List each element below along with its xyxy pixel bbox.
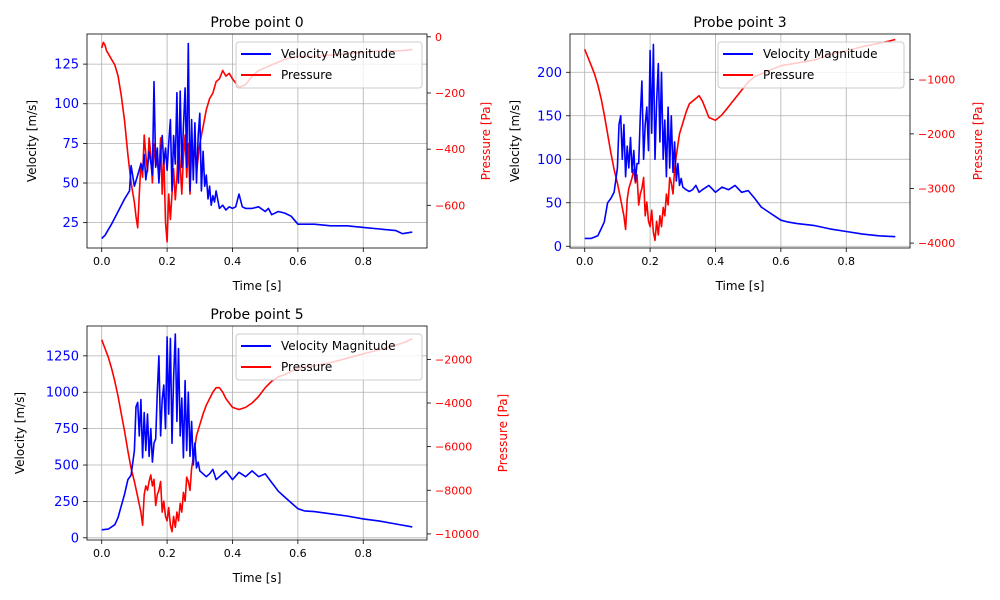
y-tick-label: 0 bbox=[554, 240, 562, 255]
y2-tick-label: −3000 bbox=[918, 182, 955, 195]
subplot-probe-point-0: 0.0 0.2 0.4 0.6 0.8 25 50 75 100 125 0 −200 −400 −6… bbox=[25, 15, 493, 293]
x-tick-label: 0.0 bbox=[93, 255, 111, 268]
y2-tick-label: −2000 bbox=[435, 353, 472, 366]
x-tick-label: 0.6 bbox=[772, 255, 790, 268]
y2-tick-label: −200 bbox=[435, 87, 465, 100]
y-axis-left: 25 50 75 100 125 bbox=[54, 58, 87, 231]
x-axis-label: Time [s] bbox=[232, 571, 282, 585]
x-tick-label: 0.8 bbox=[355, 255, 373, 268]
legend-label-pressure: Pressure bbox=[281, 360, 332, 374]
y-tick-label: 500 bbox=[54, 459, 79, 474]
plot-frame bbox=[86, 33, 428, 249]
y-tick-label: 75 bbox=[62, 137, 79, 152]
y2-tick-label: −8000 bbox=[435, 484, 472, 497]
x-axis-label: Time [s] bbox=[232, 279, 282, 293]
x-tick-label: 0.0 bbox=[576, 255, 594, 268]
series-layer bbox=[100, 333, 413, 533]
y2-axis-label: Pressure [Pa] bbox=[971, 102, 985, 180]
x-tick-label: 0.6 bbox=[289, 255, 307, 268]
y-axis-label: Velocity [m/s] bbox=[13, 392, 27, 474]
y-axis-label: Velocity [m/s] bbox=[25, 100, 39, 182]
y-axis-left: 0 250 500 750 1000 1250 bbox=[46, 349, 87, 546]
x-axis-label: Time [s] bbox=[715, 279, 765, 293]
y-axis-right: −1000 −2000 −3000 −4000 bbox=[910, 73, 955, 250]
y-tick-label: 0 bbox=[71, 531, 79, 546]
x-axis: 0.0 0.2 0.4 0.6 0.8 bbox=[93, 248, 372, 268]
x-tick-label: 0.2 bbox=[158, 547, 176, 560]
legend-label-pressure: Pressure bbox=[763, 68, 814, 82]
y-tick-label: 100 bbox=[54, 97, 79, 112]
y-axis-right: 0 −200 −400 −600 bbox=[427, 31, 465, 212]
y-tick-label: 250 bbox=[54, 495, 79, 510]
velocity-series-line bbox=[101, 42, 413, 240]
y2-tick-label: −400 bbox=[435, 143, 465, 156]
x-tick-label: 0.8 bbox=[838, 255, 856, 268]
legend-label-velocity: Velocity Magnitude bbox=[763, 47, 877, 61]
y2-tick-label: −4000 bbox=[435, 397, 472, 410]
legend-box bbox=[235, 41, 423, 89]
legend-box bbox=[717, 41, 905, 89]
chart-title: Probe point 3 bbox=[693, 15, 786, 31]
y-axis-label: Velocity [m/s] bbox=[508, 100, 522, 182]
legend: Velocity Magnitude Pressure bbox=[717, 41, 905, 89]
x-tick-label: 0.4 bbox=[707, 255, 725, 268]
chart-title: Probe point 5 bbox=[210, 307, 303, 323]
y-tick-label: 125 bbox=[54, 58, 79, 73]
legend-label-velocity: Velocity Magnitude bbox=[281, 47, 395, 61]
x-tick-label: 0.2 bbox=[158, 255, 176, 268]
y-tick-label: 25 bbox=[62, 216, 79, 231]
y-tick-label: 50 bbox=[545, 196, 562, 211]
y2-tick-label: −1000 bbox=[918, 73, 955, 86]
velocity-series-line bbox=[101, 333, 413, 531]
chart-title: Probe point 0 bbox=[210, 15, 303, 31]
plot-frame bbox=[86, 325, 428, 541]
y-axis-left: 0 50 100 150 200 bbox=[537, 66, 570, 255]
y-tick-label: 750 bbox=[54, 422, 79, 437]
y2-tick-label: −10000 bbox=[435, 528, 479, 541]
y-tick-label: 1000 bbox=[46, 386, 79, 401]
y2-tick-label: 0 bbox=[435, 31, 442, 44]
y-tick-label: 150 bbox=[537, 109, 562, 124]
velocity-series-line bbox=[584, 43, 896, 240]
x-tick-label: 0.8 bbox=[355, 547, 373, 560]
x-tick-label: 0.2 bbox=[641, 255, 659, 268]
y2-tick-label: −6000 bbox=[435, 441, 472, 454]
x-tick-label: 0.6 bbox=[289, 547, 307, 560]
y2-axis-label: Pressure [Pa] bbox=[496, 394, 510, 472]
legend-box bbox=[235, 333, 423, 381]
y-tick-label: 50 bbox=[62, 177, 79, 192]
plot-frame bbox=[569, 33, 911, 249]
y-tick-label: 200 bbox=[537, 66, 562, 81]
y-tick-label: 1250 bbox=[46, 349, 79, 364]
y2-tick-label: −2000 bbox=[918, 128, 955, 141]
legend-label-pressure: Pressure bbox=[281, 68, 332, 82]
legend: Velocity Magnitude Pressure bbox=[235, 41, 423, 89]
legend-label-velocity: Velocity Magnitude bbox=[281, 339, 395, 353]
y2-axis-label: Pressure [Pa] bbox=[479, 102, 493, 180]
x-tick-label: 0.4 bbox=[224, 255, 242, 268]
y-tick-label: 100 bbox=[537, 153, 562, 168]
pressure-series-line bbox=[100, 337, 413, 533]
y2-tick-label: −4000 bbox=[918, 237, 955, 250]
x-tick-label: 0.0 bbox=[93, 547, 111, 560]
x-tick-label: 0.4 bbox=[224, 547, 242, 560]
legend: Velocity Magnitude Pressure bbox=[235, 333, 423, 381]
x-axis: 0.0 0.2 0.4 0.6 0.8 bbox=[576, 248, 855, 268]
y2-tick-label: −600 bbox=[435, 199, 465, 212]
x-axis: 0.0 0.2 0.4 0.6 0.8 bbox=[93, 540, 372, 560]
y-axis-right: −2000 −4000 −6000 −8000 −10000 bbox=[427, 353, 479, 541]
subplot-probe-point-5: 0.0 0.2 0.4 0.6 0.8 0 250 500 750 1000 1250 −2000… bbox=[13, 307, 510, 585]
